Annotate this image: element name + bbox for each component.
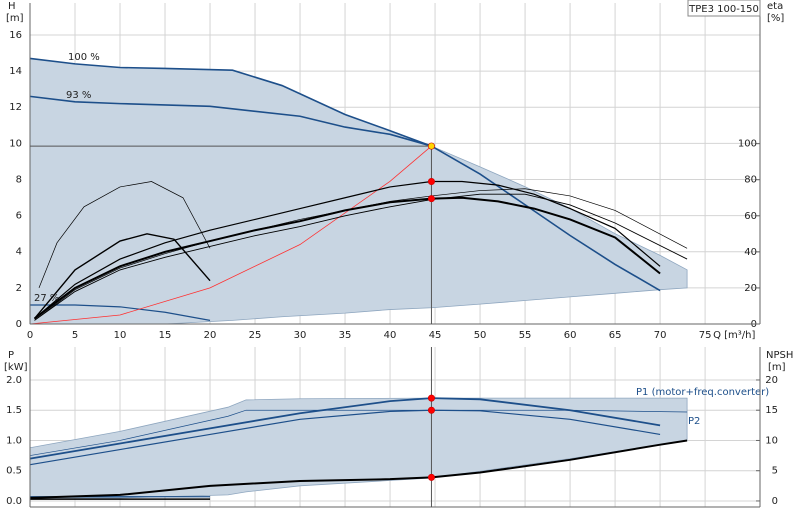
y2-tick-label: 40 <box>744 247 757 258</box>
curve <box>29 409 688 456</box>
title-box <box>687 0 761 17</box>
x-tick-label: 50 <box>474 330 487 341</box>
curve-label: 100 % <box>68 52 100 63</box>
axis-label: NPSH <box>766 350 793 361</box>
x-axis-label: Q [m³/h] <box>713 330 755 341</box>
y-tick-label: 0 <box>16 319 22 330</box>
duty-point <box>427 178 435 186</box>
axis-label: eta <box>767 1 783 12</box>
y-tick-label: 2.0 <box>6 375 22 386</box>
duty-point <box>427 142 435 150</box>
axis-label: P <box>8 350 14 361</box>
curve <box>29 439 688 499</box>
curve <box>38 181 211 289</box>
x-tick-label: 30 <box>294 330 307 341</box>
x-tick-label: 60 <box>564 330 577 341</box>
curve <box>30 304 211 321</box>
y-tick-label: 14 <box>9 66 22 77</box>
y-tick-label: 4 <box>16 247 22 258</box>
y-tick-label: 12 <box>9 102 22 113</box>
duty-point <box>427 473 435 481</box>
curve-label: 27 % <box>34 293 59 304</box>
curve <box>33 233 211 320</box>
x-tick-label: 70 <box>654 330 667 341</box>
x-tick-label: 15 <box>159 330 172 341</box>
duty-point <box>427 406 435 414</box>
x-tick-label: 5 <box>72 330 78 341</box>
x-tick-label: 45 <box>429 330 442 341</box>
curve <box>29 57 661 292</box>
y-tick-label: 6 <box>16 211 22 222</box>
chart-title: TPE3 100-150 <box>688 4 759 15</box>
curve-label: 93 % <box>66 90 91 101</box>
axis-label: H <box>8 1 16 12</box>
curve <box>29 397 661 460</box>
y2-tick-label: 100 <box>738 139 757 150</box>
y-tick-label: 1.5 <box>6 405 22 416</box>
curve <box>29 95 432 147</box>
x-tick-label: 10 <box>114 330 127 341</box>
x-tick-label: 20 <box>204 330 217 341</box>
y-tick-label: 1.0 <box>6 435 22 446</box>
y2-tick-label: 5 <box>772 466 778 477</box>
y2-tick-label: 10 <box>765 435 778 446</box>
y-tick-label: 0.5 <box>6 466 22 477</box>
curve <box>34 188 688 321</box>
curve-label: P2 <box>688 416 700 427</box>
curve <box>33 196 661 320</box>
y-tick-label: 2 <box>16 283 22 294</box>
axis-label: [m] <box>768 362 786 373</box>
curve-label: P1 (motor+freq.converter) <box>636 387 769 398</box>
x-tick-label: 35 <box>339 330 352 341</box>
y2-tick-label: 0 <box>772 496 778 507</box>
y-tick-label: 16 <box>9 30 22 41</box>
y2-tick-label: 80 <box>744 175 757 186</box>
x-tick-label: 75 <box>699 330 712 341</box>
y2-tick-label: 60 <box>744 211 757 222</box>
operating-area <box>29 58 688 325</box>
curve <box>29 145 432 325</box>
curve <box>34 193 688 321</box>
y2-tick-label: 15 <box>765 405 778 416</box>
x-tick-label: 25 <box>249 330 262 341</box>
y-tick-label: 10 <box>9 138 22 149</box>
y-tick-label: 0.0 <box>6 496 22 507</box>
y-tick-label: 8 <box>16 174 22 185</box>
y2-tick-label: 20 <box>744 283 757 294</box>
axis-label: [%] <box>767 13 784 24</box>
axis-label: [m] <box>6 13 24 24</box>
x-tick-label: 0 <box>27 330 33 341</box>
curve <box>34 180 661 320</box>
axis-label: [kW] <box>4 362 28 373</box>
curve <box>29 409 661 466</box>
duty-point <box>427 394 435 402</box>
x-tick-label: 40 <box>384 330 397 341</box>
x-tick-label: 65 <box>609 330 622 341</box>
x-tick-label: 55 <box>519 330 532 341</box>
y2-tick-label: 20 <box>765 375 778 386</box>
duty-point <box>427 195 435 203</box>
